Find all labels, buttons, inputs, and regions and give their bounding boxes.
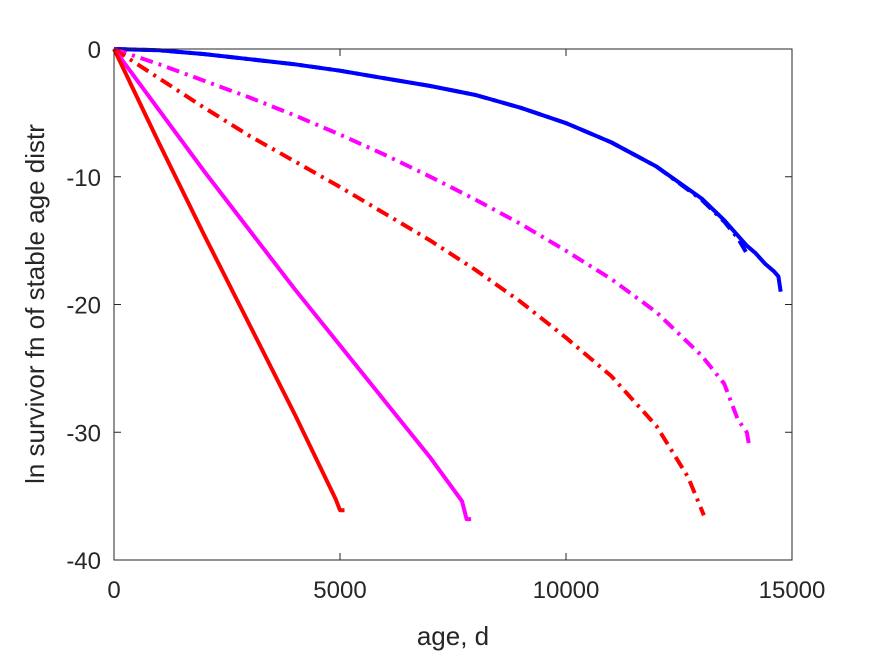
x-tick-label: 15000 — [759, 577, 826, 604]
series-line-3 — [113, 47, 752, 446]
x-tick-label: 10000 — [533, 577, 600, 604]
y-tick-label: 0 — [88, 37, 101, 64]
x-axis-label: age, d — [417, 621, 489, 651]
y-tick-label: -30 — [66, 420, 101, 447]
series-group — [112, 47, 783, 522]
y-tick-label: -20 — [66, 293, 101, 320]
series-line-6 — [112, 48, 345, 513]
series-line-2 — [113, 47, 751, 258]
series-line-5 — [112, 47, 472, 522]
y-tick-label: -10 — [66, 165, 101, 192]
y-tick-label: -40 — [66, 548, 101, 575]
tick-group: 0 5000 10000 15000 0 -10 -20 -30 -40 — [66, 37, 825, 604]
x-tick-label: 0 — [107, 577, 120, 604]
y-axis-label: ln survivor fn of stable age distr — [20, 124, 50, 484]
series-line-4 — [112, 47, 706, 517]
x-tick-label: 5000 — [313, 577, 366, 604]
